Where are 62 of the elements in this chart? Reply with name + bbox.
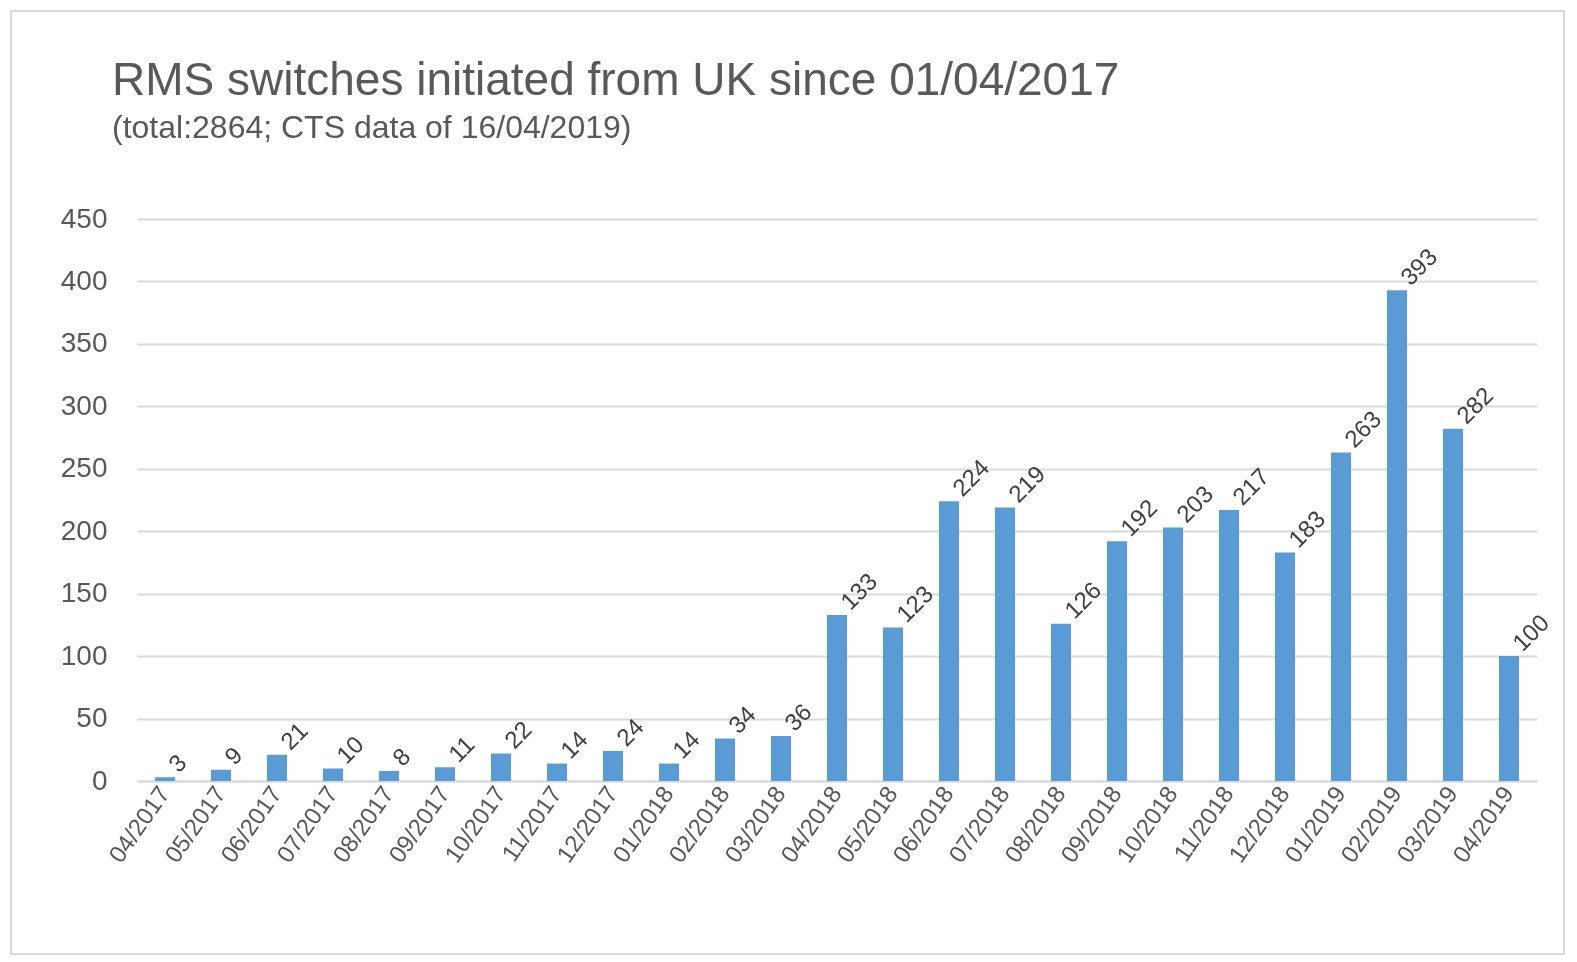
data-label: 192: [1114, 493, 1163, 542]
data-label: 219: [1002, 460, 1051, 508]
chart-title: RMS switches initiated from UK since 01/04/2017: [112, 53, 1120, 105]
bar: [546, 763, 568, 781]
data-label: 100: [1506, 608, 1555, 657]
data-label: 36: [778, 698, 817, 737]
data-label: 183: [1282, 505, 1331, 553]
bar: [994, 507, 1016, 781]
data-label: 3: [162, 748, 192, 778]
bar: [322, 768, 344, 781]
bar: [1498, 656, 1520, 781]
data-label: 22: [498, 715, 537, 754]
y-tick-label: 350: [60, 327, 108, 359]
bar: [1218, 509, 1240, 781]
bar: [1106, 541, 1128, 781]
data-label: 14: [554, 725, 593, 764]
y-tick-label: 250: [60, 452, 108, 484]
bar: [154, 777, 176, 781]
data-label: 217: [1226, 462, 1275, 510]
bar: [938, 501, 960, 781]
data-label: 34: [722, 700, 761, 739]
bar: [826, 614, 848, 781]
bar: [1386, 290, 1408, 781]
bar: [714, 738, 736, 781]
y-tick-label: 450: [60, 202, 108, 234]
bar: [882, 627, 904, 781]
bar: [602, 751, 624, 781]
bar: [210, 769, 232, 781]
bar: [770, 736, 792, 781]
data-label: 393: [1394, 242, 1443, 291]
bar: [1050, 623, 1072, 781]
y-tick-label: 200: [60, 514, 108, 546]
bar: [490, 753, 512, 781]
data-label: 224: [946, 453, 995, 502]
data-label: 123: [890, 579, 939, 628]
data-label: 263: [1338, 405, 1387, 453]
y-tick-label: 150: [60, 577, 108, 609]
bar: [1442, 428, 1464, 781]
data-label: 282: [1450, 381, 1499, 429]
bar: [434, 767, 456, 781]
bar: [1330, 452, 1352, 781]
data-label: 21: [274, 716, 313, 755]
bar: [266, 754, 288, 781]
bar: [1162, 527, 1184, 781]
bar: [378, 771, 400, 781]
y-tick-label: 50: [76, 702, 108, 734]
data-label: 8: [386, 742, 416, 772]
bar: [1274, 552, 1296, 781]
y-tick-label: 0: [91, 764, 108, 796]
y-tick-label: 400: [60, 264, 108, 296]
data-label: 24: [610, 713, 649, 752]
y-tick-label: 100: [60, 639, 108, 671]
data-label: 203: [1170, 480, 1219, 528]
data-label: 11: [442, 730, 480, 768]
data-label: 133: [834, 567, 883, 615]
y-tick-label: 300: [60, 389, 108, 421]
data-label: 10: [330, 730, 369, 769]
data-label: 14: [666, 725, 705, 764]
data-label: 126: [1058, 576, 1107, 624]
chart-subtitle: (total:2864; CTS data of 16/04/2019): [112, 109, 632, 145]
data-label: 9: [218, 741, 248, 770]
bar: [658, 763, 680, 781]
